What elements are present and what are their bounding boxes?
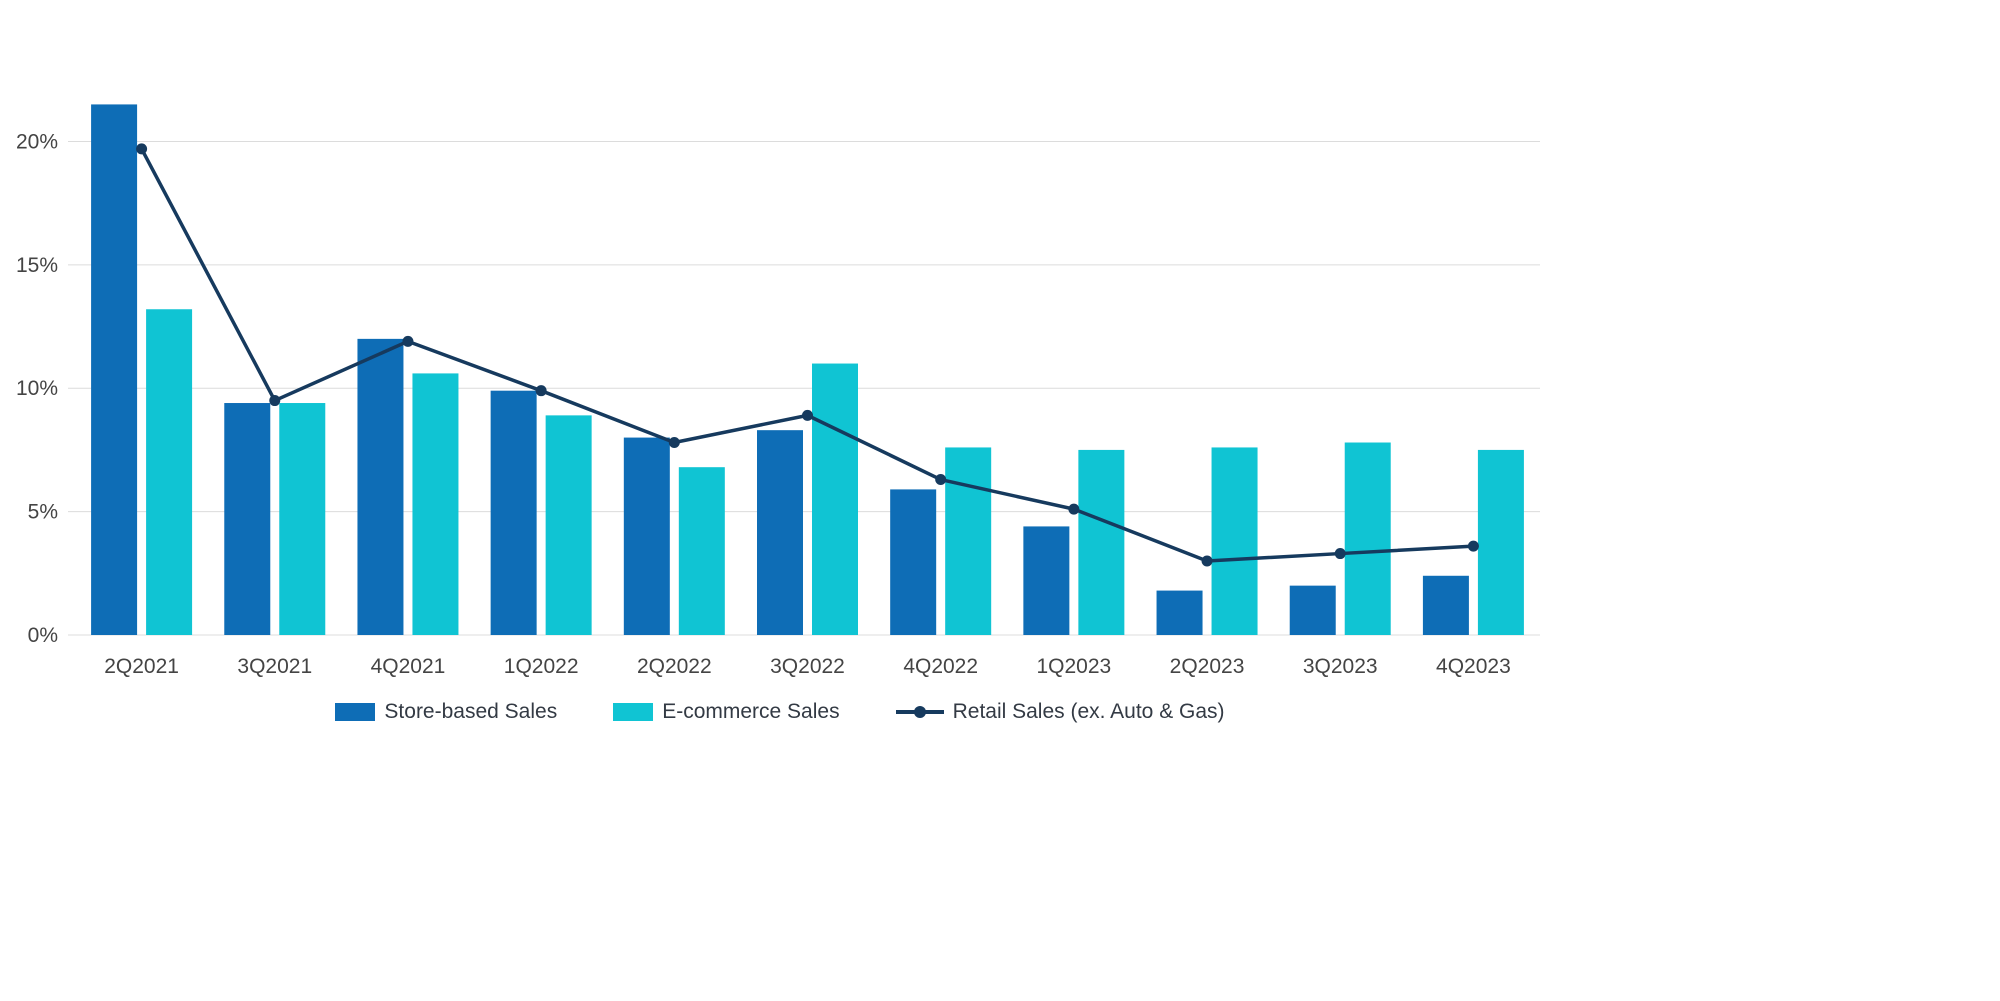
x-tick-label: 2Q2021 — [104, 655, 179, 678]
bar-ecommerce-1Q2022 — [545, 415, 592, 635]
x-tick-label: 3Q2021 — [237, 655, 312, 678]
line-marker-3Q2023 — [1334, 548, 1346, 560]
bar-store-4Q2022 — [890, 489, 937, 635]
y-tick-label: 10% — [16, 377, 58, 400]
line-marker-4Q2021 — [402, 335, 414, 347]
line-marker-4Q2023 — [1467, 540, 1479, 552]
y-tick-label: 15% — [16, 254, 58, 277]
bar-store-3Q2021 — [224, 403, 271, 635]
line-marker-2Q2021 — [136, 143, 148, 155]
bar-store-2Q2023 — [1156, 590, 1203, 635]
legend-item-ecommerce-sales: E-commerce Sales — [613, 700, 840, 724]
x-tick-label: 4Q2023 — [1436, 655, 1511, 678]
bar-ecommerce-4Q2023 — [1477, 449, 1524, 635]
line-marker-4Q2022 — [935, 474, 947, 486]
retail-sales-line-icon — [895, 706, 944, 718]
legend-item-retail-sales-line: Retail Sales (ex. Auto & Gas) — [895, 700, 1225, 724]
bar-ecommerce-3Q2021 — [279, 403, 326, 635]
y-tick-label: 0% — [28, 624, 58, 647]
bar-store-2Q2021 — [91, 104, 138, 636]
bar-ecommerce-3Q2022 — [812, 363, 858, 635]
line-marker-2Q2022 — [668, 437, 680, 449]
x-tick-label: 3Q2023 — [1303, 655, 1378, 678]
x-tick-label: 2Q2023 — [1170, 655, 1245, 678]
bar-ecommerce-4Q2021 — [412, 373, 459, 635]
bar-store-1Q2023 — [1023, 526, 1070, 635]
ecommerce-sales-swatch-icon — [613, 703, 654, 721]
bar-store-2Q2022 — [623, 437, 670, 635]
bar-store-3Q2022 — [757, 430, 803, 635]
x-tick-label: 1Q2022 — [504, 655, 579, 678]
bar-store-3Q2023 — [1289, 585, 1336, 635]
x-tick-label: 2Q2022 — [637, 655, 712, 678]
line-marker-3Q2021 — [269, 395, 281, 407]
bar-ecommerce-2Q2021 — [146, 309, 193, 635]
bar-store-4Q2021 — [357, 338, 404, 635]
bar-ecommerce-4Q2022 — [945, 447, 992, 635]
legend-label-retail-sales: Retail Sales (ex. Auto & Gas) — [952, 700, 1225, 723]
x-tick-label: 3Q2022 — [770, 655, 845, 678]
bar-ecommerce-2Q2023 — [1211, 447, 1258, 635]
bar-ecommerce-3Q2023 — [1344, 442, 1391, 635]
legend-label-ecommerce-sales: E-commerce Sales — [662, 700, 840, 723]
line-marker-1Q2022 — [535, 385, 547, 397]
x-tick-label: 4Q2022 — [903, 655, 978, 678]
bar-store-1Q2022 — [490, 390, 537, 635]
line-marker-1Q2023 — [1068, 503, 1080, 515]
legend-item-store-based-sales: Store-based Sales — [335, 700, 557, 724]
x-tick-label: 1Q2023 — [1036, 655, 1111, 678]
store-based-sales-swatch-icon — [335, 703, 376, 721]
bar-ecommerce-2Q2022 — [678, 467, 725, 635]
y-tick-label: 20% — [16, 130, 58, 153]
line-series — [140, 148, 1474, 563]
line-marker-3Q2022 — [802, 409, 813, 421]
retail-sales-line-marker-icon — [913, 706, 926, 718]
y-tick-label: 5% — [28, 501, 58, 524]
legend-label-store-based-sales: Store-based Sales — [384, 700, 558, 723]
line-marker-2Q2023 — [1201, 555, 1213, 567]
bar-ecommerce-1Q2023 — [1078, 449, 1125, 635]
x-tick-label: 4Q2021 — [371, 655, 446, 678]
chart-legend: Store-based Sales E-commerce Sales Retai… — [0, 700, 1560, 724]
bar-store-4Q2023 — [1422, 575, 1469, 635]
